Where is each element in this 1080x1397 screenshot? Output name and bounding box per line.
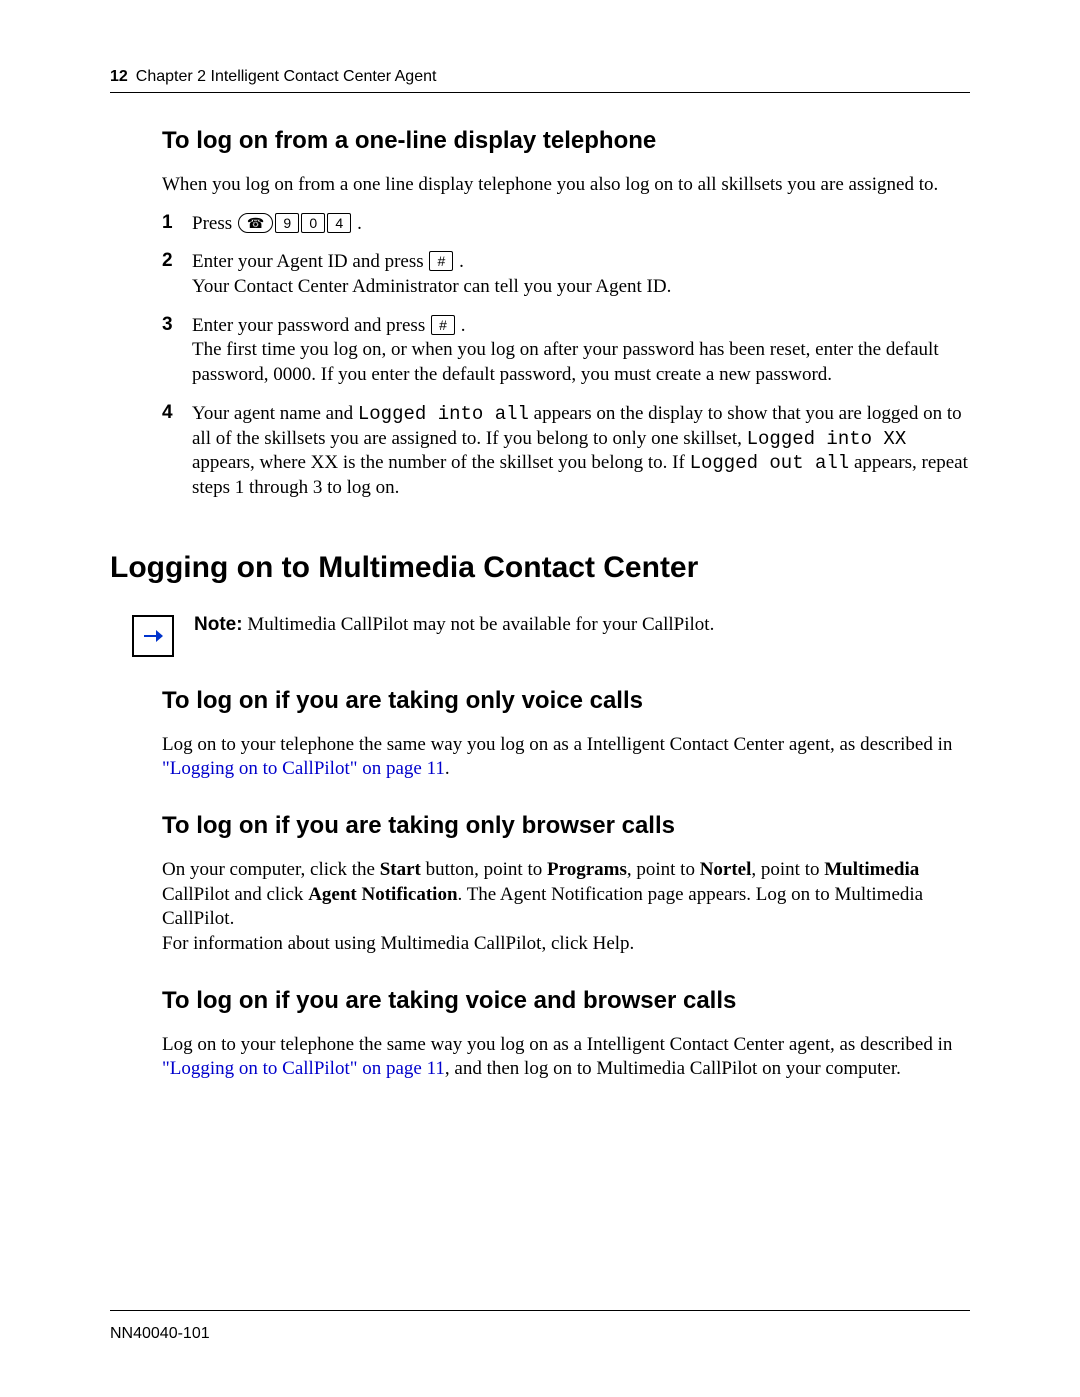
text: Log on to your telephone the same way yo… <box>162 734 952 755</box>
page-header: 12 Chapter 2 Intelligent Contact Center … <box>110 68 970 93</box>
text: Enter your password and press <box>192 315 430 336</box>
step-body: Enter your Agent ID and press # . Your C… <box>192 250 970 299</box>
section-heading: To log on if you are taking only browser… <box>162 812 970 840</box>
text: appears, where XX is the number of the s… <box>192 452 690 473</box>
ui-label: Programs <box>547 859 627 880</box>
cross-reference-link[interactable]: "Logging on to CallPilot" on page 11 <box>162 758 445 779</box>
section-heading: Logging on to Multimedia Contact Center <box>110 551 970 585</box>
text: Your Contact Center Administrator can te… <box>192 276 671 297</box>
text: , and then log on to Multimedia CallPilo… <box>445 1058 901 1079</box>
ui-label: Start <box>380 859 421 880</box>
display-text: Logged into XX <box>747 428 907 450</box>
step-number: 1 <box>162 212 192 237</box>
document-number: NN40040-101 <box>110 1325 210 1342</box>
ui-label: Agent Notification <box>308 884 457 905</box>
ordered-list: 1 Press ☎904 . 2 Enter your Agent ID and… <box>162 212 970 501</box>
display-text: Logged into all <box>358 403 529 425</box>
display-text: Logged out all <box>690 452 850 474</box>
note-box: Note: Multimedia CallPilot may not be av… <box>132 611 970 657</box>
text: . <box>445 758 450 779</box>
page-footer: NN40040-101 <box>110 1310 970 1343</box>
arrow-right-icon <box>132 615 174 657</box>
paragraph: On your computer, click the Start button… <box>162 858 970 957</box>
text: , point to <box>627 859 700 880</box>
key-hash: # <box>431 315 455 335</box>
list-item: 2 Enter your Agent ID and press # . Your… <box>162 250 970 299</box>
step-body: Enter your password and press # . The fi… <box>192 314 970 388</box>
key-4: 4 <box>327 213 351 233</box>
document-page: 12 Chapter 2 Intelligent Contact Center … <box>0 0 1080 1397</box>
section-heading: To log on if you are taking voice and br… <box>162 987 970 1015</box>
text: Log on to your telephone the same way yo… <box>162 1034 952 1055</box>
note-text: Note: Multimedia CallPilot may not be av… <box>194 611 714 638</box>
text: button, point to <box>421 859 547 880</box>
text: Press <box>192 213 237 234</box>
cross-reference-link[interactable]: "Logging on to CallPilot" on page 11 <box>162 1058 445 1079</box>
paragraph: Log on to your telephone the same way yo… <box>162 1033 970 1082</box>
step-number: 2 <box>162 250 192 299</box>
key-9: 9 <box>275 213 299 233</box>
intro-paragraph: When you log on from a one line display … <box>162 173 970 198</box>
list-item: 3 Enter your password and press # . The … <box>162 314 970 388</box>
text: Enter your Agent ID and press <box>192 251 428 272</box>
step-body: Press ☎904 . <box>192 212 970 237</box>
section-heading: To log on if you are taking only voice c… <box>162 687 970 715</box>
text: . <box>456 315 466 336</box>
phone-key-icon: ☎ <box>238 213 273 233</box>
page-number: 12 <box>110 68 128 86</box>
list-item: 1 Press ☎904 . <box>162 212 970 237</box>
text: Your agent name and <box>192 403 358 424</box>
ui-label: Multimedia <box>824 859 919 880</box>
step-body: Your agent name and Logged into all appe… <box>192 402 970 501</box>
text: Multimedia CallPilot may not be availabl… <box>243 614 715 635</box>
key-0: 0 <box>301 213 325 233</box>
text: CallPilot and click <box>162 884 308 905</box>
text: On your computer, click the <box>162 859 380 880</box>
step-number: 4 <box>162 402 192 501</box>
text: . <box>454 251 464 272</box>
key-hash: # <box>429 251 453 271</box>
section-heading: To log on from a one-line display teleph… <box>162 127 970 155</box>
text: , point to <box>751 859 824 880</box>
text: For information about using Multimedia C… <box>162 933 634 954</box>
note-label: Note: <box>194 614 243 635</box>
ui-label: Nortel <box>700 859 752 880</box>
list-item: 4 Your agent name and Logged into all ap… <box>162 402 970 501</box>
text: . <box>352 213 362 234</box>
text: The first time you log on, or when you l… <box>192 339 939 385</box>
paragraph: Log on to your telephone the same way yo… <box>162 733 970 782</box>
step-number: 3 <box>162 314 192 388</box>
chapter-title: Chapter 2 Intelligent Contact Center Age… <box>136 68 437 86</box>
